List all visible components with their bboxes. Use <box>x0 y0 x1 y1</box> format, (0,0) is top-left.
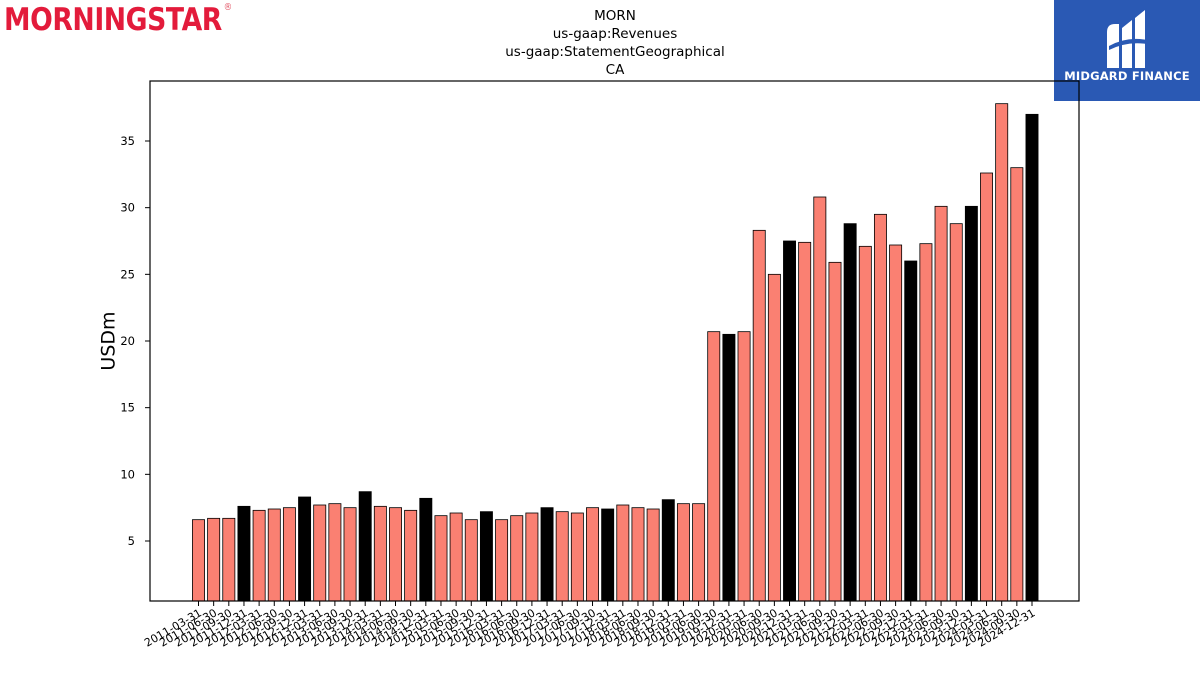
bar-2018-09-30 <box>646 508 660 602</box>
bar-2020-03-31 <box>737 331 751 602</box>
bar-2019-06-30 <box>692 503 706 602</box>
bar-2022-06-30 <box>873 213 887 602</box>
bar-2024-12-31 <box>1025 113 1039 602</box>
bar-2023-06-30 <box>934 205 948 602</box>
bar-2012-03-31 <box>252 509 266 602</box>
bar-2023-12-31 <box>964 205 978 602</box>
bar-2013-06-30 <box>328 503 342 602</box>
bar-2018-03-31 <box>616 504 630 602</box>
bar-2014-09-30 <box>404 509 418 602</box>
bar-2015-09-30 <box>464 519 478 602</box>
bar-2016-09-30 <box>525 512 539 602</box>
y-tick-label: 5 <box>128 534 135 548</box>
bar-2022-03-31 <box>858 245 872 602</box>
bar-2015-03-31 <box>434 515 448 602</box>
y-axis: 5 10 15 20 25 30 35 <box>120 134 150 548</box>
y-axis-label: USDm <box>98 311 120 370</box>
midgard-logo-text: MIDGARD FINANCE <box>1064 69 1190 83</box>
bar-2017-03-31 <box>555 511 569 602</box>
bar-2014-03-31 <box>373 505 387 602</box>
bar-2015-12-31 <box>479 511 493 602</box>
y-tick-label: 20 <box>120 334 135 348</box>
y-tick-label: 25 <box>120 267 135 281</box>
bar-2021-09-30 <box>828 261 842 602</box>
midgard-mark-icon <box>1107 10 1147 68</box>
chart-title: MORN us-gaap:Revenues us-gaap:StatementG… <box>415 7 815 79</box>
bar-2015-06-30 <box>449 512 463 602</box>
bar-2011-09-30 <box>222 517 236 602</box>
bar-2022-09-30 <box>889 244 903 602</box>
y-tick-label: 15 <box>120 401 135 415</box>
bar-2013-12-31 <box>358 491 372 602</box>
bar-2012-12-31 <box>298 496 312 602</box>
chart-title-line-4: CA <box>605 62 625 78</box>
bar-2021-06-30 <box>813 196 827 602</box>
bar-2018-12-31 <box>661 499 675 602</box>
bar-2021-03-31 <box>798 241 812 602</box>
bar-2024-06-30 <box>995 103 1009 602</box>
bar-2011-03-31 <box>192 519 205 602</box>
bar-2023-03-31 <box>919 243 933 602</box>
bar-2021-12-31 <box>843 223 857 602</box>
midgard-finance-logo: MIDGARD FINANCE <box>1054 0 1200 101</box>
bar-2022-12-31 <box>904 260 918 602</box>
bar-2020-12-31 <box>783 240 796 602</box>
bar-2014-06-30 <box>389 507 402 602</box>
y-tick-label: 35 <box>120 134 135 148</box>
bar-2019-12-31 <box>722 333 736 602</box>
bar-2023-09-30 <box>949 223 963 602</box>
bar-2017-06-30 <box>570 512 584 602</box>
bar-2016-06-30 <box>510 515 524 602</box>
bar-series <box>192 103 1039 602</box>
x-axis: 2011-03-312011-06-302011-09-302011-12-31… <box>142 601 1038 650</box>
bar-2011-06-30 <box>207 517 221 602</box>
bar-2019-09-30 <box>707 331 721 602</box>
bar-2013-03-31 <box>313 504 327 602</box>
chart-title-line-1: MORN <box>594 8 636 24</box>
bar-2018-06-30 <box>631 507 645 602</box>
y-tick-label: 30 <box>120 201 135 215</box>
bar-2024-03-31 <box>980 172 993 602</box>
bar-2020-06-30 <box>752 229 766 602</box>
bar-2024-09-30 <box>1010 167 1024 602</box>
morningstar-logo-text: MORNINGSTAR <box>4 2 222 38</box>
bar-2020-09-30 <box>767 273 781 602</box>
bar-2017-09-30 <box>586 507 599 602</box>
bar-2016-12-31 <box>540 507 554 602</box>
chart-title-line-3: us-gaap:StatementGeographical <box>505 44 725 60</box>
bar-2016-03-31 <box>495 519 509 602</box>
registered-mark: ® <box>223 2 233 13</box>
bar-2019-03-31 <box>676 503 690 602</box>
bar-2012-09-30 <box>282 507 296 602</box>
bar-2017-12-31 <box>601 508 615 602</box>
bar-2013-09-30 <box>343 507 357 602</box>
bar-2014-12-31 <box>419 497 433 602</box>
chart-title-line-2: us-gaap:Revenues <box>552 26 678 42</box>
y-tick-label: 10 <box>120 467 135 481</box>
bar-2011-12-31 <box>237 505 251 602</box>
bar-2012-06-30 <box>267 508 281 602</box>
morningstar-logo: MORNINGSTAR ® <box>4 2 232 46</box>
